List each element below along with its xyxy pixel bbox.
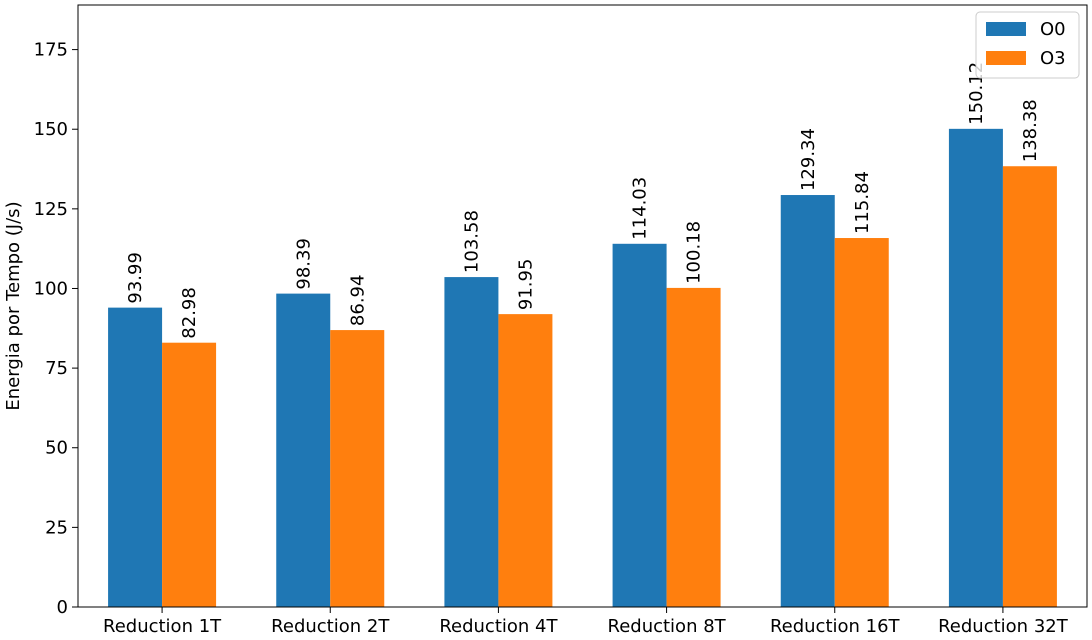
y-tick-label: 75 xyxy=(45,358,68,379)
legend-label-o0: O0 xyxy=(1040,19,1066,40)
bar-o3-1 xyxy=(162,342,217,607)
bar-value-label: 115.84 xyxy=(852,171,873,234)
bar-value-label: 82.98 xyxy=(179,287,200,339)
y-tick-label: 125 xyxy=(34,199,68,220)
bar-o3-6 xyxy=(1002,166,1057,607)
bar-value-label: 91.95 xyxy=(515,259,536,311)
y-axis-title: Energia por Tempo (J/s) xyxy=(3,201,24,410)
bar-value-label: 129.34 xyxy=(798,128,819,191)
legend-swatch-o0 xyxy=(986,22,1026,36)
bar-value-label: 114.03 xyxy=(630,177,651,240)
y-tick-label: 50 xyxy=(45,438,68,459)
plot-frame xyxy=(77,4,1088,608)
x-tick-label: Reduction 8T xyxy=(608,616,727,637)
bar-o0-2 xyxy=(276,293,331,607)
y-tick-label: 175 xyxy=(34,40,68,61)
bar-o3-3 xyxy=(498,314,553,607)
bar-o0-1 xyxy=(108,307,163,607)
y-tick-label: 25 xyxy=(45,517,68,538)
x-tick-label: Reduction 2T xyxy=(271,616,390,637)
bar-value-label: 93.99 xyxy=(125,252,146,304)
bar-o3-5 xyxy=(834,238,889,608)
bar-value-label: 100.18 xyxy=(684,221,705,284)
bar-value-label: 103.58 xyxy=(461,210,482,273)
y-tick-label: 100 xyxy=(34,278,68,299)
x-tick-label: Reduction 32T xyxy=(938,616,1069,637)
x-tick-label: Reduction 4T xyxy=(439,616,558,637)
bar-o3-4 xyxy=(666,287,721,607)
y-tick-label: 0 xyxy=(57,597,68,618)
legend-swatch-o3 xyxy=(986,51,1026,65)
bar-o0-4 xyxy=(612,243,667,607)
bar-value-label: 86.94 xyxy=(347,275,368,327)
x-tick-label: Reduction 16T xyxy=(770,616,901,637)
bar-o0-5 xyxy=(780,195,835,608)
bar-o0-3 xyxy=(444,277,499,607)
y-tick-label: 150 xyxy=(34,119,68,140)
bar-o3-2 xyxy=(330,330,385,607)
bar-value-label: 138.38 xyxy=(1020,99,1041,162)
bar-value-label: 98.39 xyxy=(293,238,314,290)
x-tick-label: Reduction 1T xyxy=(103,616,222,637)
bar-o0-6 xyxy=(948,128,1003,607)
legend-label-o3: O3 xyxy=(1040,48,1066,69)
